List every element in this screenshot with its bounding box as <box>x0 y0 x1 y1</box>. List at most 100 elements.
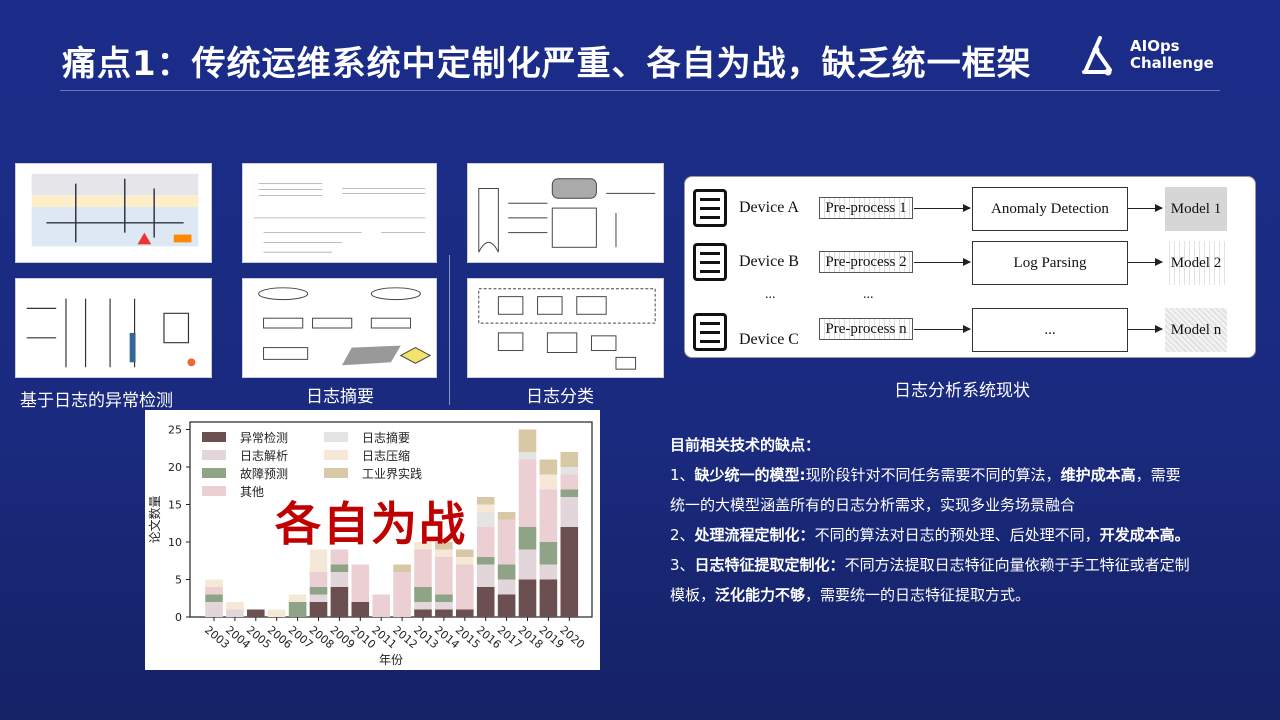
bar-segment <box>205 587 223 595</box>
slide-title: 痛点1：传统运维系统中定制化严重、各自为战，缺乏统一框架 <box>62 44 1032 84</box>
bar-segment <box>435 602 453 610</box>
legend-swatch <box>202 486 226 496</box>
bar-segment <box>539 474 558 490</box>
bar-segment <box>309 587 328 595</box>
bar-segment <box>560 474 579 490</box>
bar-segment <box>205 594 223 602</box>
bar-segment <box>518 459 537 527</box>
note-text: 不同方法提取日志特征向量依赖于手工特征或者定制模板， <box>670 556 1190 604</box>
note-text: 现阶段针对不同任务需要不同的算法， <box>805 466 1061 484</box>
legend-swatch <box>324 450 348 460</box>
bar-segment <box>393 564 411 572</box>
bar-segment <box>435 542 453 550</box>
bar-segment <box>497 594 516 617</box>
legend-label: 故障预测 <box>240 466 288 481</box>
bar-segment <box>539 459 558 475</box>
bar-segment <box>288 602 307 617</box>
y-tick-label: 25 <box>168 424 182 437</box>
legend-label: 异常检测 <box>240 430 288 445</box>
caption-log-summary: 日志摘要 <box>306 387 374 407</box>
legend-swatch <box>324 432 348 442</box>
y-tick-label: 10 <box>168 536 182 549</box>
device-c-label: Device C <box>739 331 799 348</box>
bar-segment <box>539 489 558 542</box>
log-summary-figure-1 <box>242 163 437 263</box>
note-num: 3、 <box>670 556 695 574</box>
logo-line1: AIOps <box>1130 37 1180 55</box>
bar-segment <box>497 512 516 520</box>
bar-segment <box>414 542 432 550</box>
arrow <box>914 325 971 333</box>
device-a-icon <box>693 189 727 227</box>
note-num: 2、 <box>670 526 695 544</box>
anomaly-detection-figure-1 <box>15 163 212 263</box>
preprocess-n: Pre-process n <box>819 318 913 340</box>
note-text: 不同的算法对日志的预处理、后处理不同， <box>814 526 1100 544</box>
bar-segment <box>518 549 537 580</box>
notes-heading: 目前相关技术的缺点： <box>670 436 821 454</box>
task-ellipsis: ... <box>972 308 1128 352</box>
note-item-2: 2、处理流程定制化：不同的算法对日志的预处理、后处理不同，开发成本高。 <box>670 520 1190 550</box>
preprocess-ellipsis: ... <box>863 287 874 302</box>
papers-per-year-chart: 0 5 10 15 20 25 2003 2004 2005 2006 2007 2008 2009 20… <box>145 410 600 670</box>
note-bold: 泛化能力不够 <box>715 586 806 604</box>
bar-segment <box>435 557 453 595</box>
bar-segment <box>205 602 223 617</box>
y-tick-label: 5 <box>175 574 182 587</box>
bar-segment <box>205 579 223 587</box>
anomaly-detection-figure-2 <box>15 278 212 378</box>
bar-segment <box>476 557 495 565</box>
bar-segment <box>476 587 495 617</box>
logo-line2: Challenge <box>1130 54 1214 72</box>
caption-anomaly-detection: 基于日志的异常检测 <box>20 391 173 411</box>
preprocess-2: Pre-process 2 <box>819 251 913 273</box>
legend-label: 日志解析 <box>240 449 288 463</box>
legend-label: 日志压缩 <box>362 448 410 463</box>
plot-frame <box>189 421 593 618</box>
arrow <box>914 258 971 266</box>
bar-segment <box>518 579 537 617</box>
arrow <box>1128 325 1163 333</box>
model-2: Model 2 <box>1165 241 1227 285</box>
device-a-label: Device A <box>739 199 799 216</box>
bar-segment <box>539 564 558 580</box>
bar-segment <box>330 587 349 617</box>
bar-segment <box>560 497 579 527</box>
log-classification-figure-2 <box>467 278 664 378</box>
logo-triangle-icon <box>1082 36 1112 76</box>
device-b-label: Device B <box>739 253 799 270</box>
bar-segment <box>560 467 579 475</box>
note-bold: 维护成本高 <box>1060 466 1136 484</box>
task-log-parsing: Log Parsing <box>972 241 1128 285</box>
task-anomaly-detection: Anomaly Detection <box>972 187 1128 231</box>
divider-line <box>449 255 450 405</box>
bar-segment <box>497 564 516 580</box>
bar-segment <box>497 519 516 565</box>
drawbacks-notes: 目前相关技术的缺点： 1、缺少统一的模型:现阶段针对不同任务需要不同的算法，维护… <box>670 430 1190 610</box>
bar-segment <box>476 497 495 505</box>
legend-swatch <box>324 468 348 478</box>
bar-segment <box>518 527 537 550</box>
y-tick-label: 15 <box>168 499 182 512</box>
bar-segment <box>226 609 244 617</box>
chart-overlay-text: 各自为战 <box>275 497 467 551</box>
bar-segment <box>435 594 453 602</box>
arrow <box>1128 258 1163 266</box>
bar-segment <box>414 609 432 617</box>
bar-segment <box>288 594 307 602</box>
model-1: Model 1 <box>1165 187 1227 231</box>
bar-segment <box>560 489 579 497</box>
bar-segment <box>393 572 411 617</box>
bar-segment <box>435 609 453 617</box>
log-classification-figure-1 <box>467 163 664 263</box>
bar-segment <box>309 572 328 587</box>
caption-log-classification: 日志分类 <box>526 387 594 407</box>
arrow <box>1128 204 1163 212</box>
bar-segment <box>560 452 579 467</box>
note-bold: 处理流程定制化： <box>694 526 815 544</box>
bar-segment <box>309 602 328 617</box>
bar-segment <box>539 542 558 565</box>
bar-segment <box>518 452 537 460</box>
bar-segment <box>351 602 370 617</box>
y-axis-label: 论文数量 <box>147 495 162 543</box>
